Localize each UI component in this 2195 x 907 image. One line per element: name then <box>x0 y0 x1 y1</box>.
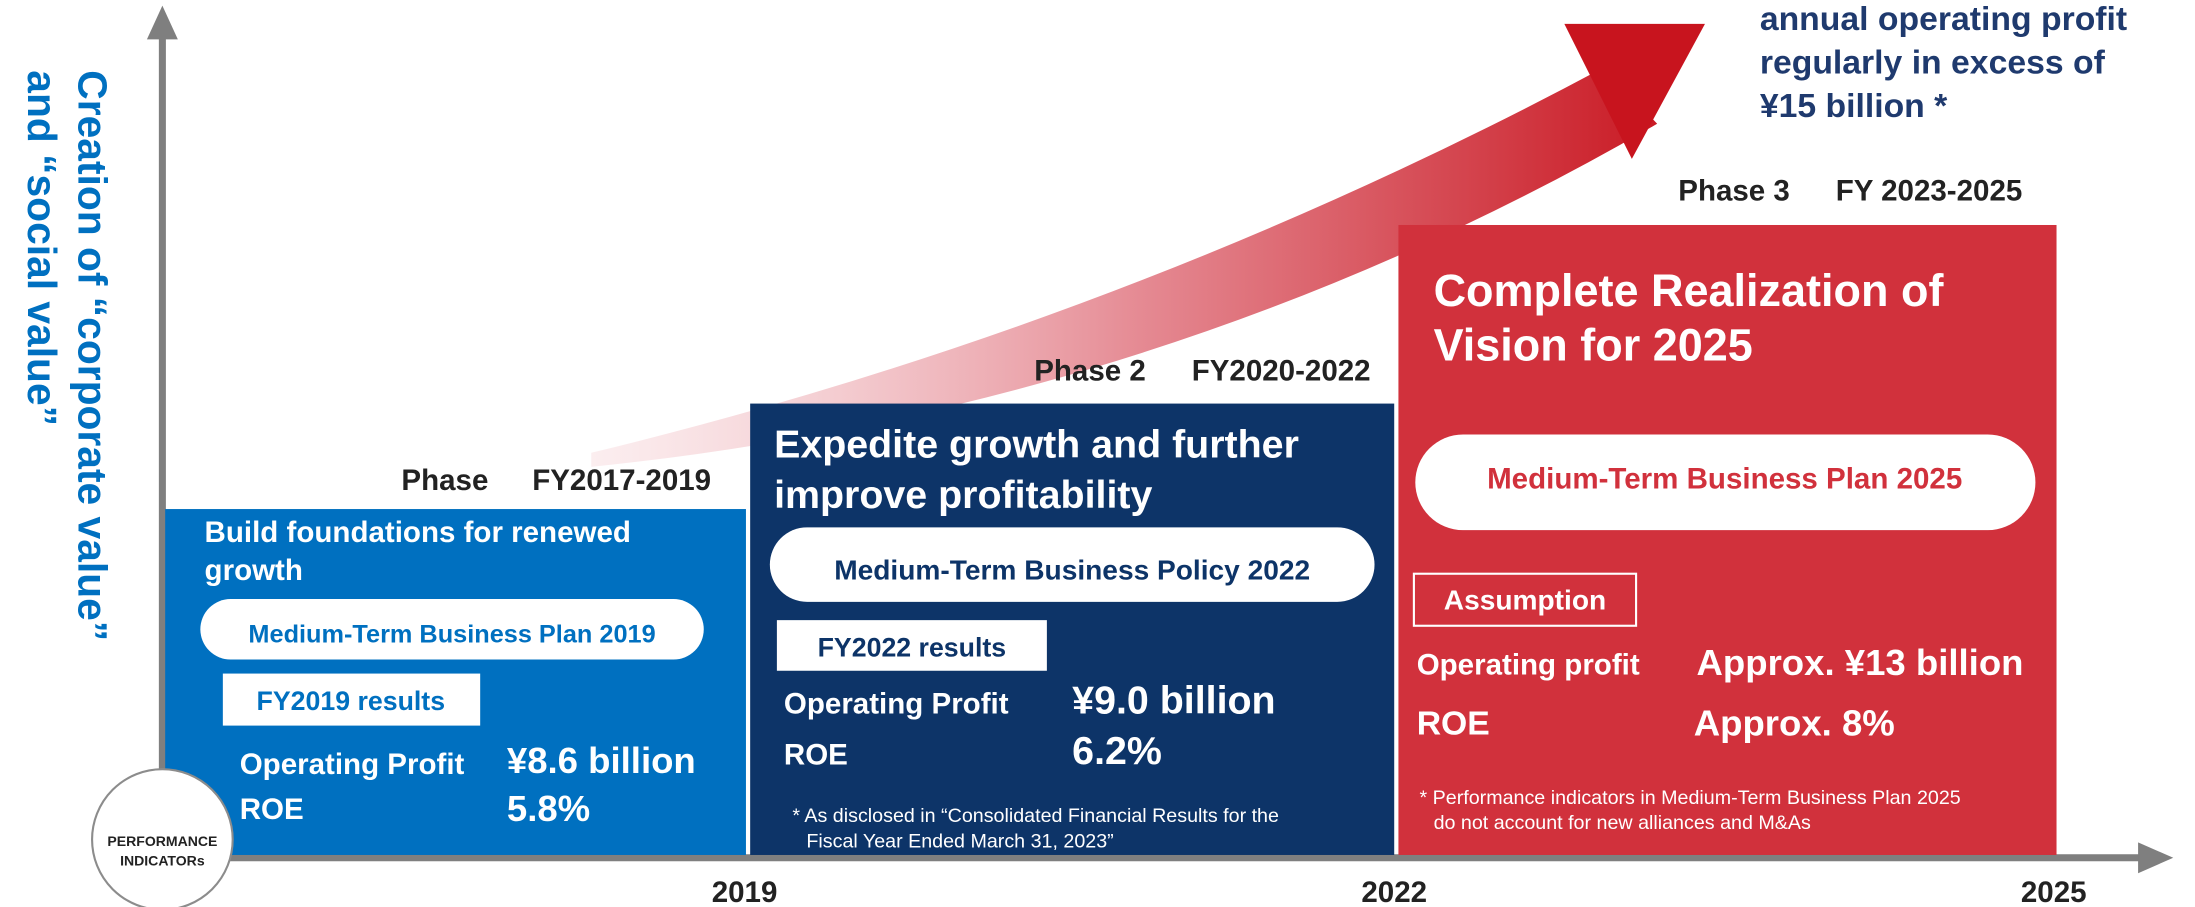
phase-title: Complete Realization of <box>1434 265 1945 316</box>
indicator-badge <box>91 768 234 907</box>
results-label: FY2019 results <box>257 686 446 716</box>
y-axis-arrow <box>146 5 178 40</box>
phase-title: Build foundations for renewed <box>205 516 631 549</box>
results-label: FY2022 results <box>818 633 1007 663</box>
x-axis-label: 2019 <box>712 876 778 907</box>
plan-name: Medium-Term Business Policy 2022 <box>834 555 1310 586</box>
indicator-name: ROE <box>1417 705 1490 743</box>
phase-box <box>1398 224 2057 855</box>
indicator-name: Operating Profit <box>784 688 1009 721</box>
x-axis-label: 2025 <box>2021 876 2087 907</box>
indicator-name: ROE <box>240 793 304 826</box>
phase-label: Phase 2 <box>1034 354 1146 387</box>
plan-pill <box>200 599 704 660</box>
x-axis-arrow <box>2138 842 2174 874</box>
phase-label: Phase 3 <box>1678 174 1790 207</box>
phase-period: FY 2023-2025 <box>1836 174 2023 207</box>
goal-line: annual operating profit <box>1760 0 2127 38</box>
badge-text: INDICATORs <box>120 853 205 869</box>
phase-label: Phase <box>401 464 488 497</box>
indicator-value: 5.8% <box>507 788 590 829</box>
phase-title: improve profitability <box>774 473 1152 517</box>
badge-text: PERFORMANCE <box>107 833 217 849</box>
note: * As disclosed in “Consolidated Financia… <box>792 805 1279 827</box>
phase-period: FY2017-2019 <box>532 464 711 497</box>
goal-line: regularly in excess of <box>1760 44 2106 82</box>
note: * Performance indicators in Medium-Term … <box>1420 787 1961 809</box>
indicator-value: ¥9.0 billion <box>1072 679 1275 723</box>
goal-line: ¥15 billion * <box>1760 87 1948 125</box>
results-tag <box>222 673 481 726</box>
indicator-name: Operating Profit <box>240 748 465 781</box>
y-axis-label-line: and “social value” <box>19 70 65 426</box>
indicator-name: Operating profit <box>1417 648 1640 681</box>
assumption-tag <box>1412 572 1638 627</box>
indicator-value: ¥8.6 billion <box>507 740 696 781</box>
plan-pill <box>769 527 1375 602</box>
plan-name: Medium-Term Business Plan 2019 <box>248 620 655 648</box>
y-axis-label-line: Creation of “corporate value” <box>69 70 115 641</box>
x-axis-label: 2022 <box>1361 876 1427 907</box>
indicator-value: Approx. 8% <box>1694 702 1895 743</box>
growth-arrow-head <box>1564 23 1705 159</box>
growth-arrow <box>591 67 1658 467</box>
phase-period: FY2020-2022 <box>1192 354 1371 387</box>
note: Fiscal Year Ended March 31, 2023” <box>806 831 1113 853</box>
indicator-name: ROE <box>784 738 848 771</box>
note: do not account for new alliances and M&A… <box>1434 812 1811 834</box>
indicator-value: Approx. ¥13 billion <box>1697 642 2024 683</box>
indicator-value: 6.2% <box>1072 729 1162 773</box>
plan-name: Medium-Term Business Plan 2025 <box>1487 463 1962 496</box>
phase-title: growth <box>205 554 303 587</box>
y-axis-label: Creation of “corporate value” and “socia… <box>19 70 116 641</box>
phase-title: Expedite growth and further <box>774 423 1299 467</box>
plan-pill <box>1415 434 2036 531</box>
results-label: Assumption <box>1444 584 1606 615</box>
phase-title: Vision for 2025 <box>1434 320 1753 371</box>
results-tag <box>776 620 1047 671</box>
